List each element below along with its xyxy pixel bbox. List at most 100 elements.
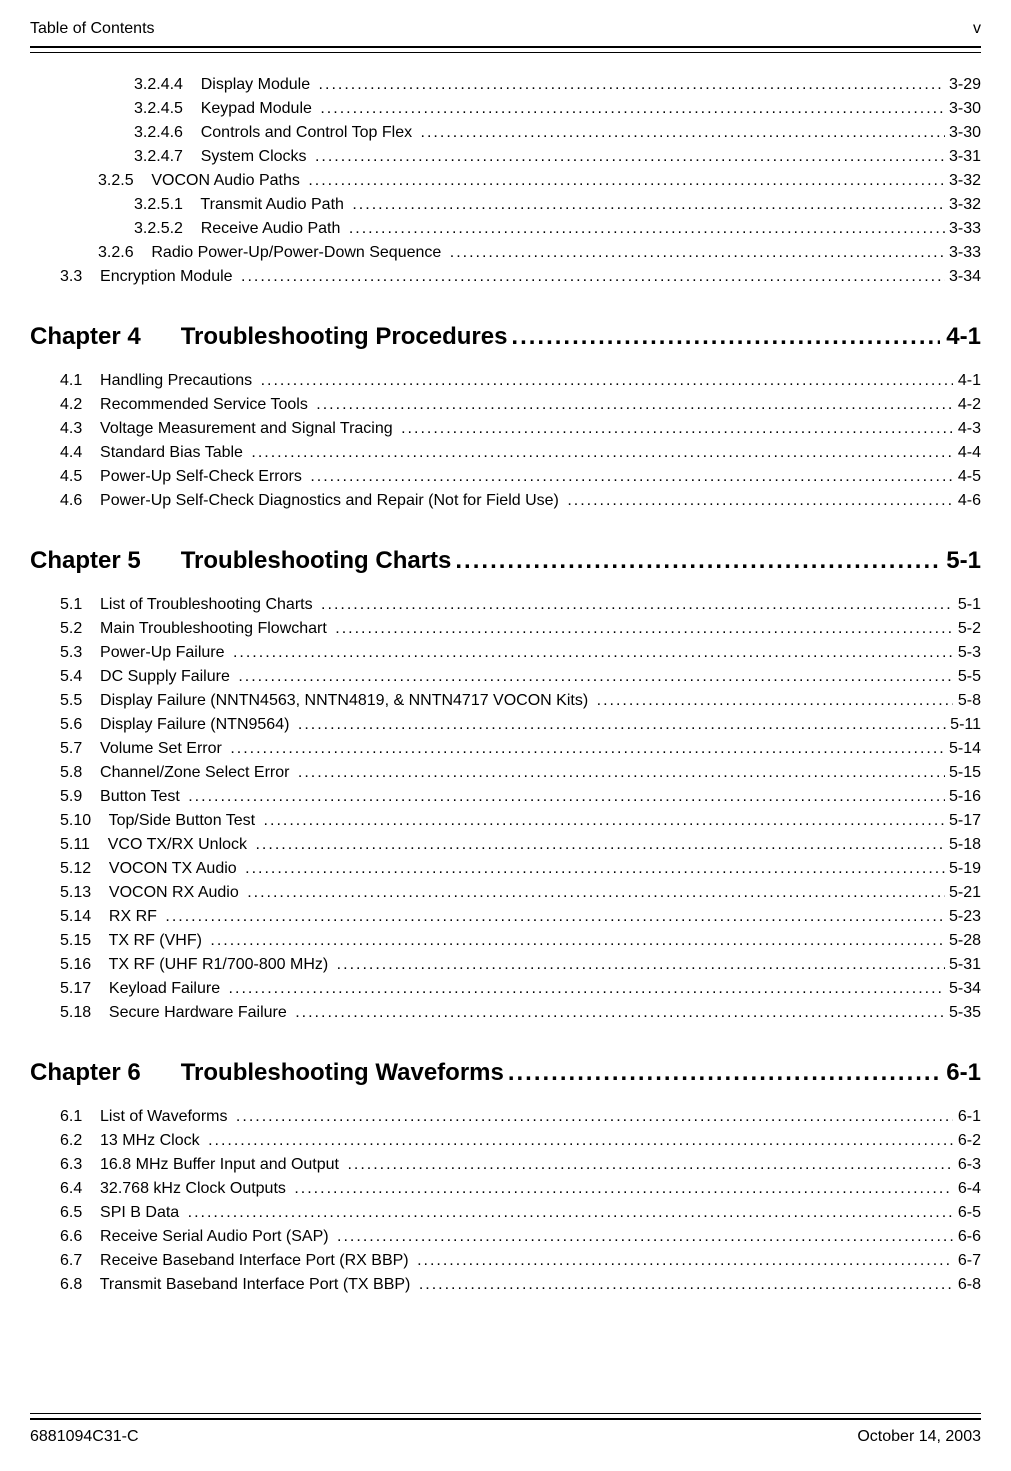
toc-leader-dots: [260, 809, 945, 833]
toc-page: 5-23: [945, 905, 981, 929]
toc-page: 5-2: [953, 617, 981, 641]
toc-page: 5-28: [945, 929, 981, 953]
page-footer: 6881094C31-C October 14, 2003: [30, 1413, 981, 1446]
toc-entry: 4.4 Standard Bias Table 4-4: [30, 441, 981, 465]
toc-title: Keyload Failure: [91, 977, 224, 1001]
toc-leader-dots: [225, 977, 945, 1001]
toc-entry: 5.4 DC Supply Failure 5-5: [30, 665, 981, 689]
toc-number: 5.7: [60, 737, 82, 761]
header-left: Table of Contents: [30, 20, 155, 38]
toc-title: VOCON Audio Paths: [134, 169, 305, 193]
chapter-title: Troubleshooting Waveforms: [141, 1059, 504, 1087]
toc-page: 5-34: [945, 977, 981, 1001]
toc-entry: 5.11 VCO TX/RX Unlock 5-18: [30, 833, 981, 857]
toc-leader-dots: [333, 953, 945, 977]
toc-leader-dots: [294, 761, 945, 785]
toc-number: 6.4: [60, 1177, 82, 1201]
toc-entry: 6.3 16.8 MHz Buffer Input and Output 6-3: [30, 1153, 981, 1177]
toc-page: 3-33: [945, 241, 981, 265]
toc-number: 4.5: [60, 465, 82, 489]
toc-leader-dots: [413, 1249, 953, 1273]
toc-entry: 3.2.5.1 Transmit Audio Path 3-32: [30, 193, 981, 217]
toc-number: 4.6: [60, 489, 82, 513]
toc-title: 13 MHz Clock: [82, 1129, 204, 1153]
toc-leader-dots: [331, 617, 953, 641]
toc-entry: 6.8 Transmit Baseband Interface Port (TX…: [30, 1273, 981, 1297]
toc-page: 3-31: [945, 145, 981, 169]
toc-number: 5.10: [60, 809, 91, 833]
toc-page: 6-1: [953, 1105, 981, 1129]
toc-title: Controls and Control Top Flex: [183, 121, 417, 145]
chapter-page: 4-1: [940, 323, 981, 351]
toc-leader-dots: [226, 737, 944, 761]
toc-number: 5.8: [60, 761, 82, 785]
toc-page: 4-1: [953, 369, 981, 393]
toc-page: 3-30: [945, 97, 981, 121]
toc-title: Standard Bias Table: [82, 441, 247, 465]
toc-page: 6-4: [953, 1177, 981, 1201]
toc-entry: 5.6 Display Failure (NTN9564) 5-11: [30, 713, 981, 737]
toc-leader-dots: [257, 369, 954, 393]
toc-number: 3.3: [60, 265, 82, 289]
toc-page: 5-19: [945, 857, 981, 881]
toc-container: 3.2.4.4 Display Module 3-293.2.4.5 Keypa…: [30, 73, 981, 1297]
toc-entry: 3.3 Encryption Module 3-34: [30, 265, 981, 289]
toc-entry: 4.1 Handling Precautions 4-1: [30, 369, 981, 393]
toc-page: 4-5: [953, 465, 981, 489]
toc-leader-dots: [161, 905, 944, 929]
toc-number: 6.7: [60, 1249, 82, 1273]
toc-number: 5.3: [60, 641, 82, 665]
toc-entry: 4.6 Power-Up Self-Check Diagnostics and …: [30, 489, 981, 513]
toc-title: Channel/Zone Select Error: [82, 761, 294, 785]
toc-page: 5-14: [945, 737, 981, 761]
toc-title: VOCON TX Audio: [91, 857, 241, 881]
page-header: Table of Contents v: [30, 20, 981, 46]
toc-page: 5-5: [953, 665, 981, 689]
toc-title: Top/Side Button Test: [91, 809, 259, 833]
toc-leader-dots: [251, 833, 944, 857]
toc-number: 5.18: [60, 1001, 91, 1025]
toc-title: System Clocks: [183, 145, 311, 169]
toc-leader-dots: [232, 1105, 954, 1129]
toc-leader-dots: [343, 1153, 953, 1177]
toc-leader-dots: [348, 193, 944, 217]
toc-page: 6-2: [953, 1129, 981, 1153]
toc-number: 5.2: [60, 617, 82, 641]
toc-number: 3.2.4.4: [134, 73, 183, 97]
toc-entry: 4.2 Recommended Service Tools 4-2: [30, 393, 981, 417]
toc-number: 5.1: [60, 593, 82, 617]
toc-title: Keypad Module: [183, 97, 316, 121]
toc-entry: 6.4 32.768 kHz Clock Outputs 6-4: [30, 1177, 981, 1201]
toc-entry: 3.2.6 Radio Power-Up/Power-Down Sequence…: [30, 241, 981, 265]
toc-number: 3.2.5.2: [134, 217, 183, 241]
chapter-number: Chapter 6: [30, 1059, 141, 1087]
chapter-heading: Chapter 6 Troubleshooting Waveforms 6-1: [30, 1059, 981, 1087]
toc-entry: 5.8 Channel/Zone Select Error 5-15: [30, 761, 981, 785]
toc-page: 5-1: [953, 593, 981, 617]
toc-title: Receive Audio Path: [183, 217, 345, 241]
toc-title: SPI B Data: [82, 1201, 183, 1225]
toc-page: 5-35: [945, 1001, 981, 1025]
toc-leader-dots: [206, 929, 944, 953]
footer-left: 6881094C31-C: [30, 1428, 139, 1446]
toc-number: 5.4: [60, 665, 82, 689]
toc-title: RX RF: [91, 905, 161, 929]
toc-title: TX RF (UHF R1/700-800 MHz): [91, 953, 333, 977]
toc-page: 5-8: [953, 689, 981, 713]
toc-number: 3.2.5: [98, 169, 134, 193]
toc-entry: 5.7 Volume Set Error 5-14: [30, 737, 981, 761]
toc-entry: 5.12 VOCON TX Audio 5-19: [30, 857, 981, 881]
footer-rule-thin: [30, 1413, 981, 1414]
toc-entry: 6.1 List of Waveforms 6-1: [30, 1105, 981, 1129]
toc-number: 3.2.4.6: [134, 121, 183, 145]
chapter-number: Chapter 5: [30, 547, 141, 575]
toc-title: Power-Up Self-Check Diagnostics and Repa…: [82, 489, 563, 513]
toc-number: 5.9: [60, 785, 82, 809]
toc-leader-dots: [247, 441, 953, 465]
toc-number: 5.11: [60, 833, 90, 857]
chapter-title: Troubleshooting Charts: [141, 547, 452, 575]
toc-leader-dots: [229, 641, 953, 665]
toc-leader-dots: [184, 785, 944, 809]
toc-leader-dots: [446, 241, 945, 265]
toc-leader-dots: [290, 1177, 953, 1201]
